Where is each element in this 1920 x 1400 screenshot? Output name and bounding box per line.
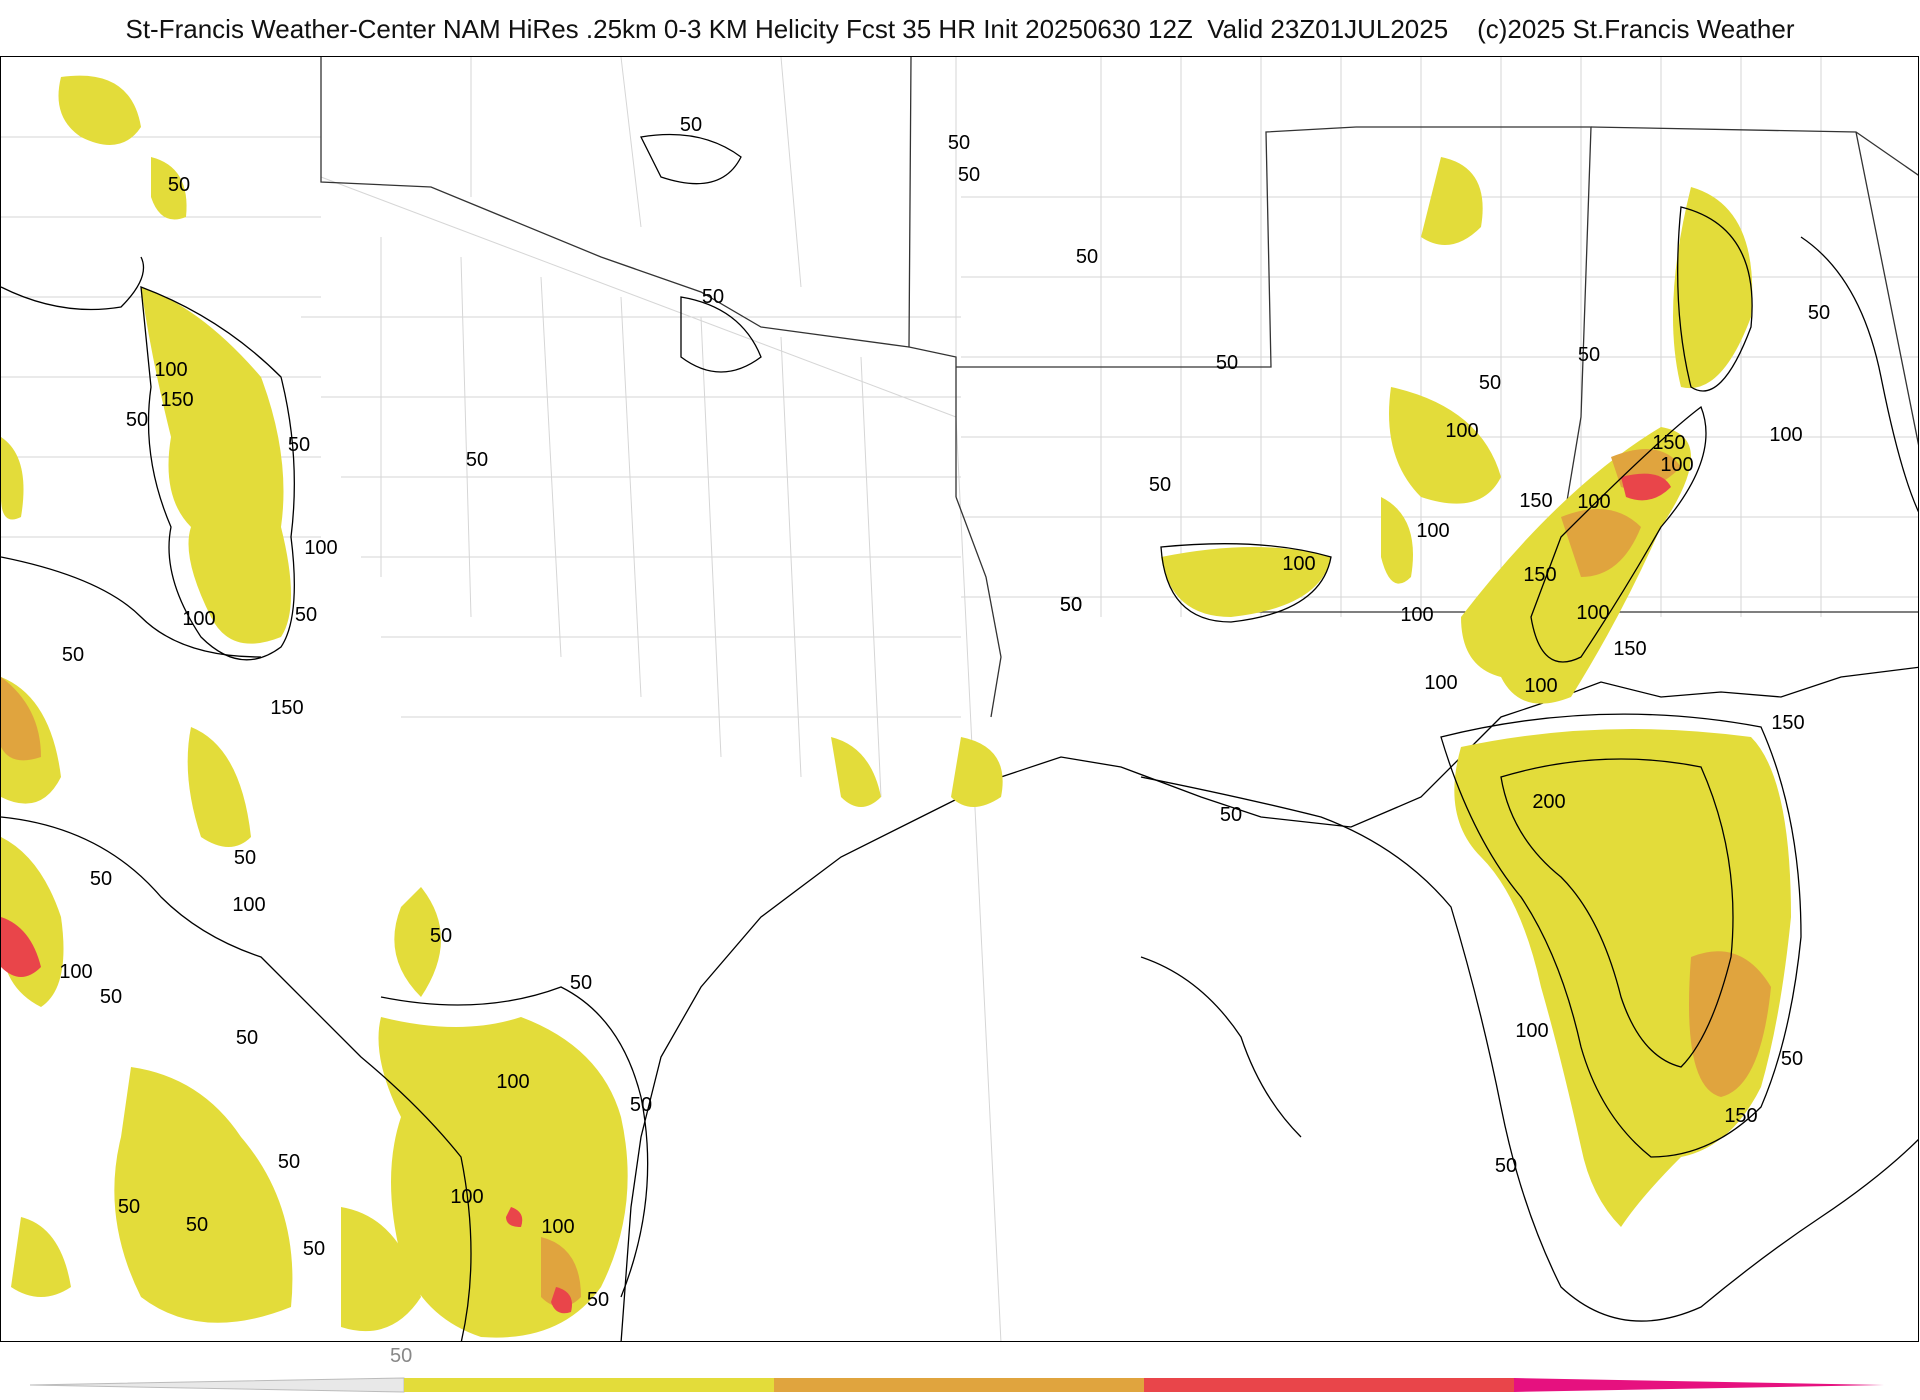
contour-label: 150 — [1519, 490, 1552, 512]
contour-label: 50 — [186, 1214, 208, 1236]
contour-label: 150 — [1724, 1105, 1757, 1127]
contour-label: 200 — [1532, 791, 1565, 813]
contour-label: 100 — [1577, 491, 1610, 513]
contour-label: 50 — [958, 164, 980, 186]
contour-label: 50 — [303, 1238, 325, 1260]
contour-label: 100 — [304, 537, 337, 559]
contour-label: 50 — [236, 1027, 258, 1049]
contour-label: 50 — [168, 174, 190, 196]
contour-label: 100 — [1416, 520, 1449, 542]
colorbar-segment — [1514, 1378, 1884, 1392]
contour-label: 100 — [1576, 602, 1609, 624]
helicity-contours — [1, 133, 1918, 1341]
helicity-shade-50 — [1, 75, 1791, 1338]
contour-label: 100 — [1424, 672, 1457, 694]
contour-label: 50 — [1578, 344, 1600, 366]
colorbar-label: 50 — [390, 1345, 413, 1367]
contour-label: 100 — [1282, 553, 1315, 575]
contour-label: 50 — [295, 604, 317, 626]
contour-label: 50 — [278, 1151, 300, 1173]
contour-label: 100 — [59, 961, 92, 983]
contour-label: 50 — [1781, 1048, 1803, 1070]
contour-label: 50 — [1060, 594, 1082, 616]
map-canvas: 50 50 50 50 50 50 50 50 50 50 50 50 50 50 50 50 50 50 50 50… — [1, 57, 1918, 1341]
contour-label: 50 — [680, 114, 702, 136]
colorbar-segments — [404, 1378, 1884, 1392]
contour-label: 50 — [1216, 352, 1238, 374]
contour-label: 50 — [1076, 246, 1098, 268]
contour-label: 50 — [62, 644, 84, 666]
contour-label: 50 — [126, 409, 148, 431]
contour-label: 150 — [1523, 564, 1556, 586]
contour-label: 150 — [160, 389, 193, 411]
contour-label: 50 — [1495, 1155, 1517, 1177]
contour-label: 100 — [541, 1216, 574, 1238]
contour-label: 100 — [496, 1071, 529, 1093]
contour-label: 50 — [630, 1094, 652, 1116]
contour-label: 150 — [1771, 712, 1804, 734]
colorbar-segment — [1144, 1378, 1514, 1392]
helicity-shade-150 — [1, 473, 1671, 1314]
contour-label: 50 — [90, 868, 112, 890]
contour-label: 50 — [1220, 804, 1242, 826]
contour-label: 50 — [466, 449, 488, 471]
contour-label: 100 — [1400, 604, 1433, 626]
contour-label: 50 — [1149, 474, 1171, 496]
contour-label: 50 — [234, 847, 256, 869]
colorbar-low-tail — [29, 1377, 405, 1393]
contour-label: 150 — [1652, 432, 1685, 454]
map-title: St-Francis Weather-Center NAM HiRes .25k… — [125, 14, 1795, 44]
coastline — [620, 666, 1918, 1341]
contour-label: 50 — [430, 925, 452, 947]
contour-label: 150 — [1613, 638, 1646, 660]
colorbar — [29, 1377, 1884, 1393]
contour-label: 100 — [1660, 454, 1693, 476]
contour-label: 150 — [270, 697, 303, 719]
contour-label: 50 — [570, 972, 592, 994]
helicity-map: 50 50 50 50 50 50 50 50 50 50 50 50 50 50 50 50 50 50 50 50… — [0, 56, 1919, 1342]
contour-label: 50 — [100, 986, 122, 1008]
contour-labels: 50 50 50 50 50 50 50 50 50 50 50 50 50 50 50 50 50 50 50 50… — [59, 114, 1830, 1311]
contour-label: 100 — [1769, 424, 1802, 446]
colorbar-segment — [774, 1378, 1144, 1392]
contour-label: 100 — [232, 894, 265, 916]
state-borders — [320, 57, 1918, 718]
contour-label: 100 — [450, 1186, 483, 1208]
contour-label: 100 — [182, 608, 215, 630]
contour-label: 50 — [702, 286, 724, 308]
contour-label: 50 — [288, 434, 310, 456]
contour-label: 50 — [1060, 594, 1082, 616]
contour-label: 100 — [1445, 420, 1478, 442]
contour-label: 100 — [154, 359, 187, 381]
contour-label: 100 — [1515, 1020, 1548, 1042]
contour-label: 50 — [118, 1196, 140, 1218]
contour-label: 50 — [1479, 372, 1501, 394]
colorbar-segment — [404, 1378, 774, 1392]
contour-label: 50 — [587, 1289, 609, 1311]
contour-label: 100 — [1524, 675, 1557, 697]
contour-label: 50 — [948, 132, 970, 154]
contour-label: 50 — [1808, 302, 1830, 324]
